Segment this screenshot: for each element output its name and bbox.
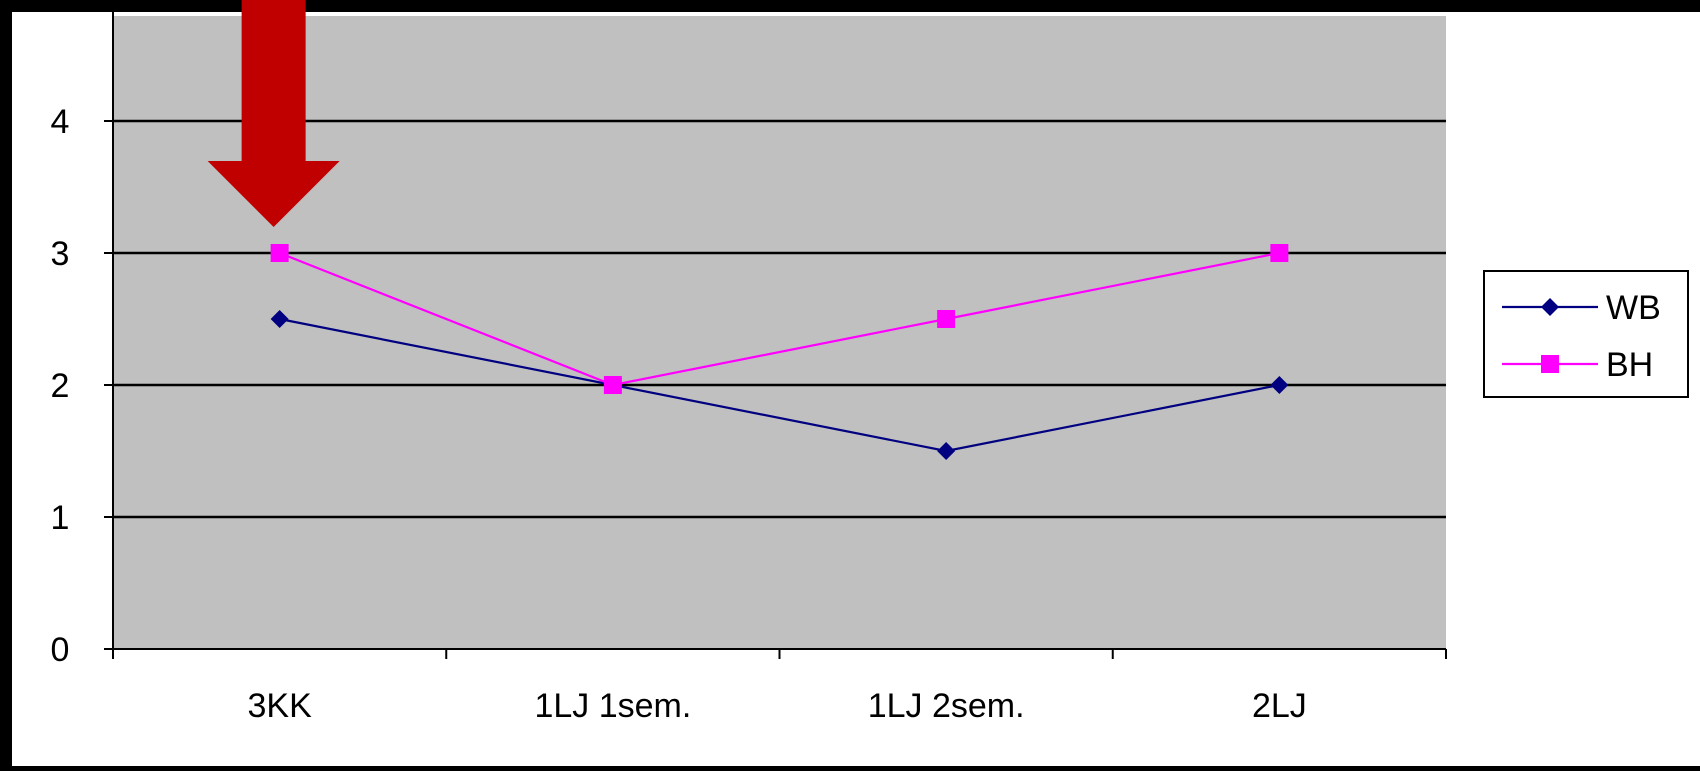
data-point (937, 310, 956, 328)
plot-area (113, 16, 1446, 649)
legend: WB BH (1483, 270, 1689, 398)
series-layer (270, 244, 1289, 460)
annotation-arrow (207, 0, 340, 227)
data-point (270, 310, 289, 328)
gridlines (113, 119, 1446, 519)
y-tick-label: 3 (51, 235, 70, 273)
x-tick-label: 1LJ 1sem. (534, 687, 691, 725)
y-axis-ticks: 0 1 2 3 4 5 (51, 0, 113, 669)
legend-item-BH: BH (1502, 346, 1653, 384)
legend-item-WB: WB (1502, 289, 1661, 327)
data-point (1270, 244, 1289, 262)
x-axis-ticks: 3KK 1LJ 1sem. 1LJ 2sem. 2LJ (112, 649, 1447, 725)
y-tick-label: 2 (51, 367, 70, 405)
y-tick-label: 0 (51, 631, 70, 669)
series-line (279, 317, 1280, 453)
series-line (279, 251, 1280, 387)
y-tick-label: 4 (51, 103, 70, 141)
x-tick-label: 3KK (247, 687, 312, 725)
legend-label: WB (1606, 289, 1661, 327)
legend-box (1483, 270, 1689, 398)
x-tick-label: 2LJ (1252, 687, 1307, 725)
y-tick-label: 1 (51, 499, 70, 537)
legend-marker (1541, 298, 1559, 316)
data-point (1270, 376, 1289, 394)
series-BH (270, 244, 1289, 394)
legend-marker (1541, 355, 1559, 373)
data-point (270, 244, 289, 262)
annotation-layer (207, 0, 340, 227)
data-point (603, 376, 622, 394)
y-tick-label: 5 (51, 0, 70, 9)
data-point (937, 442, 956, 460)
x-tick-label: 1LJ 2sem. (868, 687, 1025, 725)
legend-label: BH (1606, 346, 1653, 384)
